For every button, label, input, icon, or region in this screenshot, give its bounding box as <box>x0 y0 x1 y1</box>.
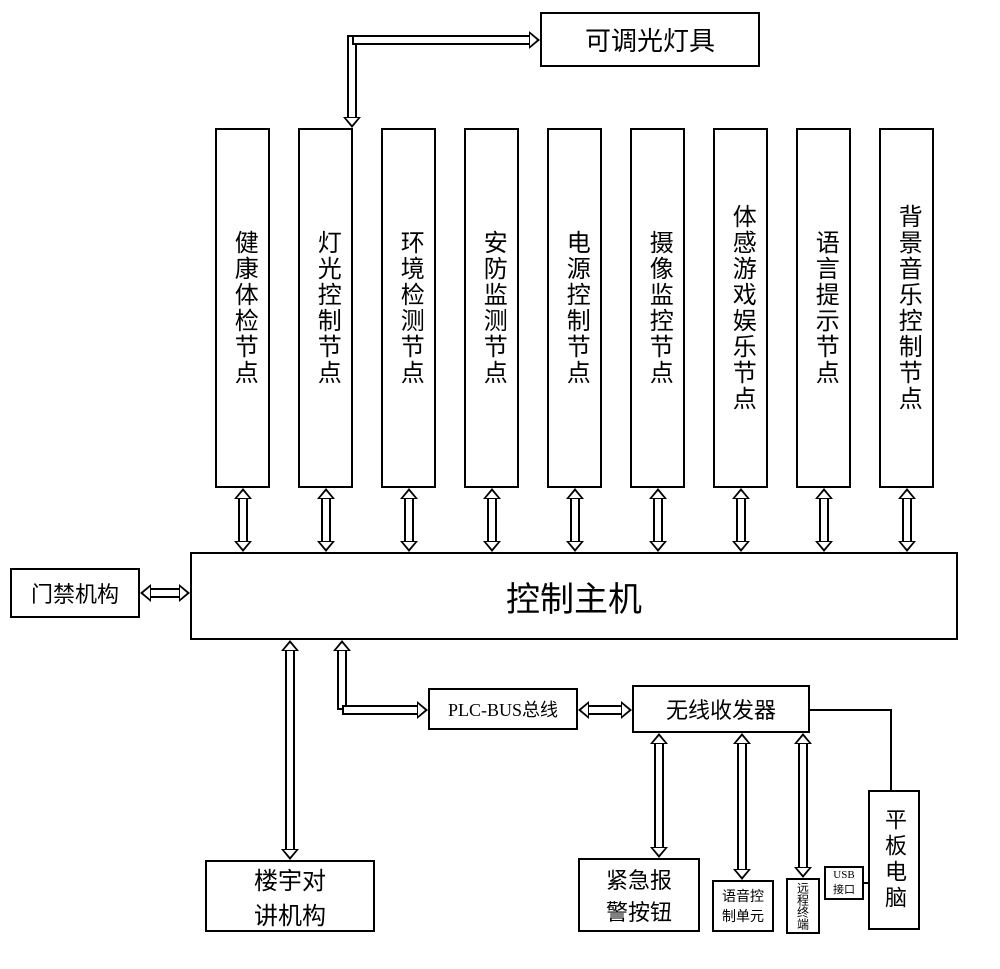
label: 体感游戏娱乐节点 <box>724 204 758 412</box>
arrow-access-host <box>140 586 190 600</box>
node-control-host: 控制主机 <box>190 552 958 640</box>
arrow-n6 <box>651 488 665 552</box>
node-light: 灯光控制节点 <box>298 128 353 488</box>
line-w-tablet-v <box>890 709 892 790</box>
label: 平板电脑 <box>878 808 910 912</box>
label: 背景音乐控制节点 <box>890 204 924 412</box>
line-usb-tablet <box>864 882 868 884</box>
arrow-n9 <box>900 488 914 552</box>
label: 电源控制节点 <box>558 230 592 386</box>
node-voice-prompt: 语言提示节点 <box>796 128 851 488</box>
label: 语音控 制单元 <box>722 886 764 926</box>
node-building-intercom: 楼宇对 讲机构 <box>205 860 375 932</box>
label: 无线收发器 <box>666 693 776 725</box>
node-music: 背景音乐控制节点 <box>879 128 934 488</box>
node-health: 健康体检节点 <box>215 128 270 488</box>
arrow-n1 <box>236 488 250 552</box>
node-env: 环境检测节点 <box>381 128 436 488</box>
node-dimmable-light: 可调光灯具 <box>540 12 760 67</box>
label: 楼宇对 讲机构 <box>254 861 326 931</box>
arrow-light-horizontal <box>352 33 540 47</box>
label: 健康体检节点 <box>226 230 260 386</box>
arrow-n5 <box>568 488 582 552</box>
label: 灯光控制节点 <box>309 230 343 386</box>
node-security: 安防监测节点 <box>464 128 519 488</box>
label: 语言提示节点 <box>807 230 841 386</box>
node-power: 电源控制节点 <box>547 128 602 488</box>
arrow-n3 <box>402 488 416 552</box>
arrow-n8 <box>817 488 831 552</box>
label: 门禁机构 <box>31 577 119 609</box>
arrow-host-building <box>283 640 297 860</box>
label: 摄像监控节点 <box>641 230 675 386</box>
arrow-host-plc-v <box>335 640 349 710</box>
arrow-w-voice <box>735 733 749 880</box>
label: 紧急报 警按钮 <box>606 863 672 927</box>
node-wireless: 无线收发器 <box>632 685 810 733</box>
label: 远程终端 <box>795 882 812 930</box>
node-plc-bus: PLC-BUS总线 <box>428 688 578 730</box>
line-w-tablet-h <box>810 709 892 711</box>
arrow-n2 <box>319 488 333 552</box>
arrow-w-alarm <box>652 733 666 858</box>
label: 控制主机 <box>506 572 642 621</box>
label: PLC-BUS总线 <box>448 696 558 722</box>
arrow-plc-wireless <box>578 703 632 717</box>
arrow-n7 <box>734 488 748 552</box>
node-game: 体感游戏娱乐节点 <box>713 128 768 488</box>
node-tablet: 平板电脑 <box>868 790 920 930</box>
node-voice-ctrl: 语音控 制单元 <box>712 880 774 932</box>
arrow-n4 <box>485 488 499 552</box>
arrow-light-vertical <box>345 35 359 128</box>
label: 环境检测节点 <box>392 230 426 386</box>
node-alarm-button: 紧急报 警按钮 <box>578 858 700 932</box>
node-remote-terminal: 远程终端 <box>786 878 820 934</box>
arrow-w-remote <box>796 733 810 878</box>
node-access-control: 门禁机构 <box>10 568 140 618</box>
node-usb-port: USB 接口 <box>824 866 864 900</box>
node-camera: 摄像监控节点 <box>630 128 685 488</box>
label: 可调光灯具 <box>585 21 715 58</box>
arrow-host-plc-h <box>342 703 428 717</box>
label: 安防监测节点 <box>475 230 509 386</box>
label: USB 接口 <box>833 869 855 897</box>
